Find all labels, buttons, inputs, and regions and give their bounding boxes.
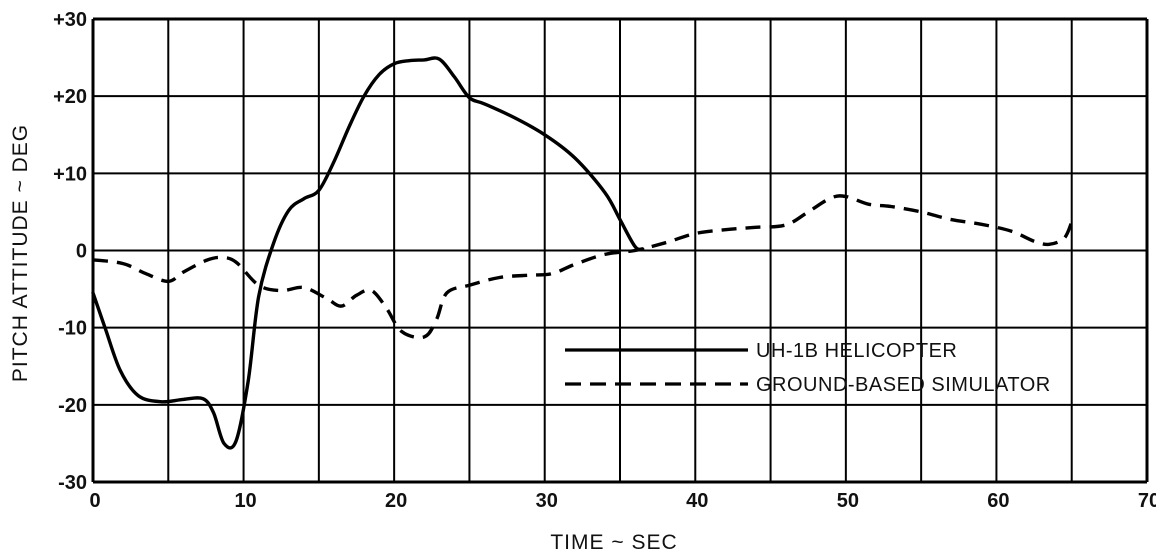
x-tick-label: 40 [686, 490, 708, 512]
x-tick-label: 20 [385, 490, 407, 512]
x-tick-label: 30 [536, 490, 558, 512]
x-tick-label: 70 [1138, 490, 1156, 512]
y-tick-label: -10 [58, 318, 87, 340]
y-tick-label: +30 [53, 9, 87, 31]
y-tick-label: +20 [53, 86, 87, 108]
x-tick-label: 50 [837, 490, 859, 512]
grid [91, 17, 1149, 484]
y-tick-label: -20 [58, 395, 87, 417]
series-line-simulator [92, 194, 1074, 340]
tick-labels: 0 10 20 30 40 50 60 70 +30 +20 +10 0 -10 -20 -30 [53, 9, 1156, 512]
y-tick-label: -30 [58, 472, 87, 494]
series-line-helicopter [91, 56, 645, 450]
x-tick-label: 0 [89, 490, 100, 512]
legend-label-helicopter: UH-1B HELICOPTER [756, 340, 957, 362]
x-axis-title: TIME ~ SEC [550, 531, 677, 554]
y-tick-label: +10 [53, 163, 87, 185]
y-tick-label: 0 [76, 241, 87, 263]
series-lines [91, 56, 1074, 450]
legend-label-simulator: GROUND-BASED SIMULATOR [756, 374, 1051, 396]
legend: UH-1B HELICOPTER GROUND-BASED SIMULATOR [565, 340, 1051, 396]
x-tick-label: 10 [234, 490, 256, 512]
x-tick-label: 60 [987, 490, 1009, 512]
y-axis-title: PITCH ATTITUDE ~ DEG [9, 124, 32, 382]
